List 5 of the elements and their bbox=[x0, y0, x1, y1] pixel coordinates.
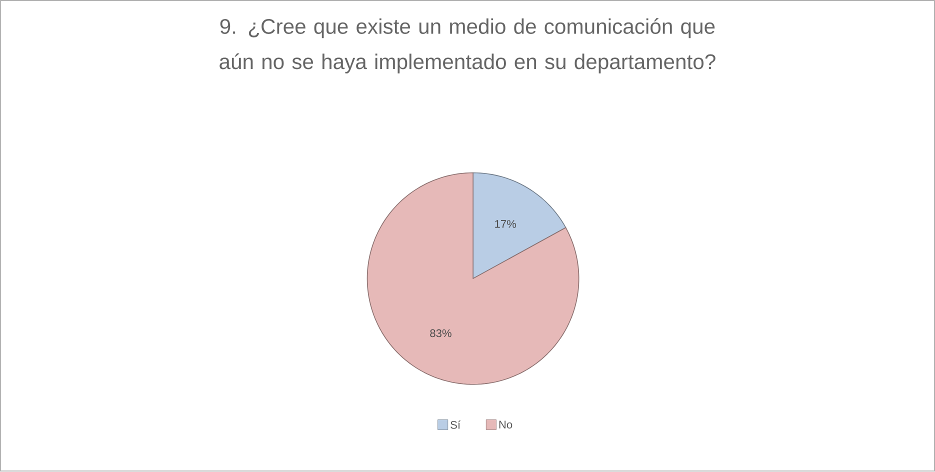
chart-title: 9. ¿Cree que existe un medio de comunicación que aún no se haya implementado en su departamento? bbox=[220, 18, 716, 74]
legend-label: Sí bbox=[450, 420, 461, 430]
data-label: 83% bbox=[430, 330, 452, 338]
data-label: 17% bbox=[495, 220, 516, 228]
legend-label: No bbox=[499, 421, 512, 429]
